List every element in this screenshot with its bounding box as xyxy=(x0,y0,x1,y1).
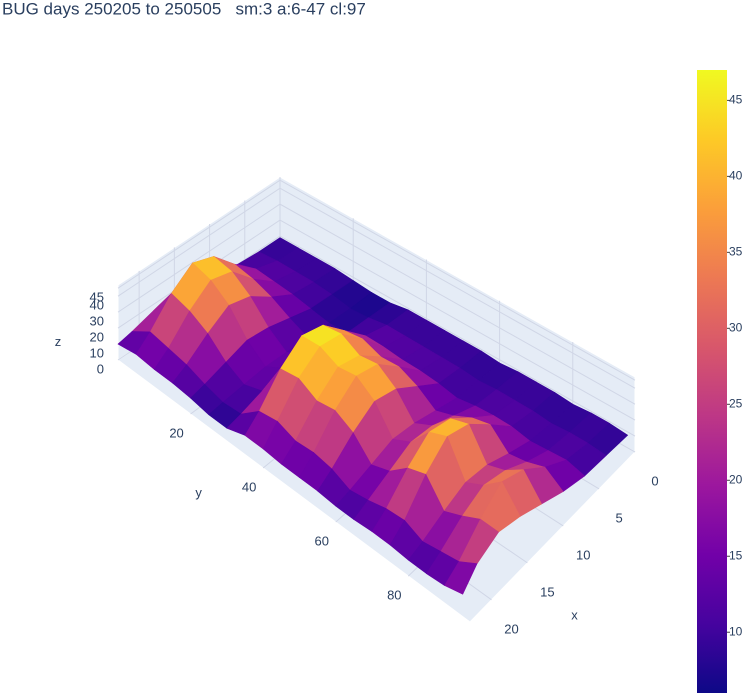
colorbar-tick-label: 30 xyxy=(729,320,743,334)
z-axis-title: z xyxy=(55,334,62,349)
x-tick-label: 15 xyxy=(540,584,554,599)
z-tick-label: 0 xyxy=(97,361,104,376)
grid-line xyxy=(117,187,636,389)
y-tick-label: 80 xyxy=(387,588,401,603)
z-tick-label: 30 xyxy=(90,314,104,329)
colorbar-tick-label: 35 xyxy=(729,245,743,259)
colorbar-tick-label: 45 xyxy=(729,93,743,107)
grid-line xyxy=(117,203,636,405)
surface-patch xyxy=(444,561,478,595)
colorbar-tick-label: 10 xyxy=(729,624,743,638)
x-axis-title: x xyxy=(571,607,578,622)
z-tick-label: 10 xyxy=(90,345,104,360)
z-tick-label: 40 xyxy=(90,298,104,313)
colorbar-tick-label: 15 xyxy=(729,548,743,562)
x-tick-label: 10 xyxy=(576,547,590,562)
colorbar xyxy=(697,70,727,693)
y-tick-label: 40 xyxy=(242,479,256,494)
grid-line xyxy=(117,179,636,381)
x-tick-label: 0 xyxy=(651,473,658,488)
y-axis-title: y xyxy=(195,485,202,500)
colorbar-tick-label: 20 xyxy=(729,472,743,486)
colorbar-tick-label: 25 xyxy=(729,396,743,410)
z-tick-label: 20 xyxy=(90,330,104,345)
z-tick-label: 45 xyxy=(90,290,104,305)
x-tick-label: 20 xyxy=(504,621,518,636)
x-tick-label: 5 xyxy=(616,510,623,525)
chart-title: BUG days 250205 to 250505 sm:3 a:6-47 cl… xyxy=(2,0,366,18)
y-tick-label: 20 xyxy=(169,425,183,440)
colorbar-tick-label: 40 xyxy=(729,169,743,183)
y-tick-label: 60 xyxy=(314,533,328,548)
